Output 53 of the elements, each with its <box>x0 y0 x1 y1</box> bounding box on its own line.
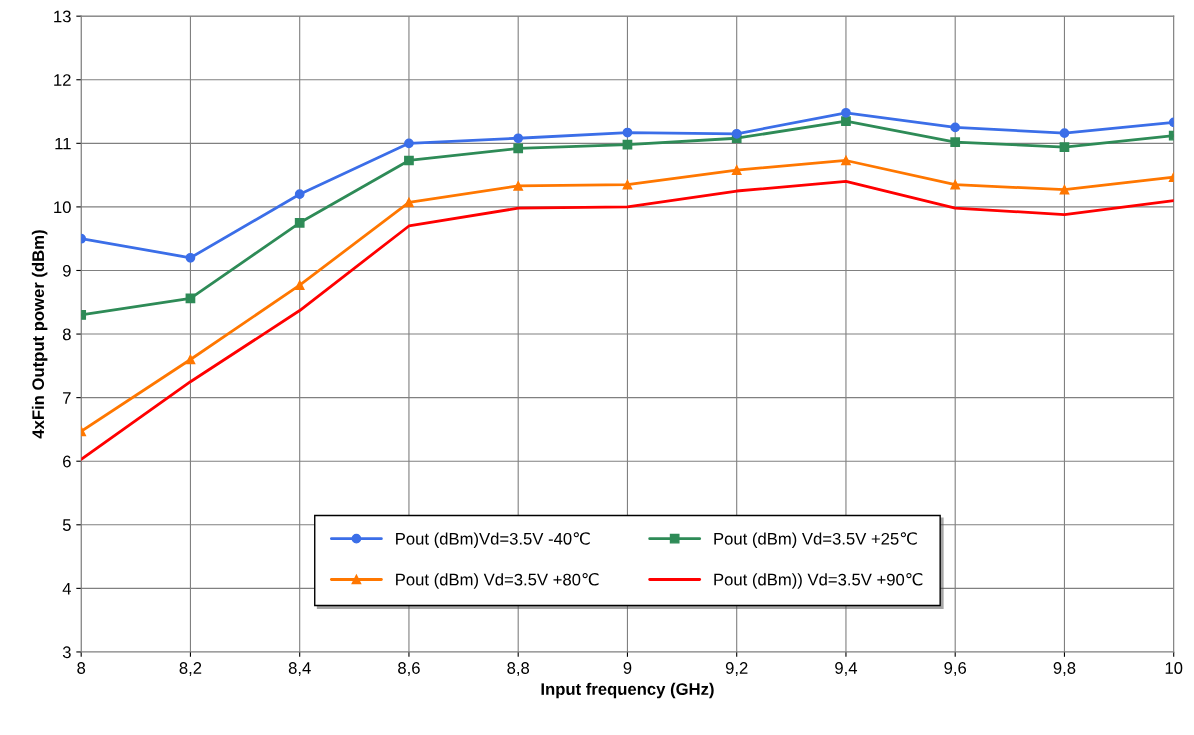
point <box>841 107 851 118</box>
point <box>185 252 196 263</box>
point <box>622 127 633 138</box>
x-tick-label: 8,4 <box>288 662 311 676</box>
x-tick-label: 9,4 <box>835 662 858 676</box>
y-tick-label: 7 <box>63 392 71 404</box>
y-axis-title: 4xFin Output power (dBm) <box>31 230 48 439</box>
point <box>294 189 305 200</box>
y-tick-label: 11 <box>55 137 71 150</box>
legend-label: Pout (dBm)Vd=3.5V -40℃ <box>396 532 590 548</box>
x-tick-label: 9,6 <box>944 662 967 676</box>
point <box>404 155 414 166</box>
line-series <box>81 180 1174 461</box>
y-tick-label: 3 <box>62 646 71 659</box>
y-tick-label: 4 <box>62 582 71 595</box>
point <box>294 280 305 290</box>
point <box>950 137 961 147</box>
point <box>1059 128 1070 139</box>
y-tick-label: 8 <box>62 328 71 341</box>
x-tick-label: 8,6 <box>398 662 420 676</box>
legend-label: Pout (dBm) Vd=3.5V +80℃ <box>396 572 599 589</box>
point <box>950 179 961 190</box>
point <box>185 354 196 365</box>
y-tick-label: 13 <box>54 10 71 23</box>
legend-label: Pout (dBm)) Vd=3.5V +90℃ <box>714 572 923 589</box>
legend-label: Pout (dBm) Vd=3.5V +25℃ <box>714 532 917 548</box>
point <box>950 122 961 133</box>
point <box>513 181 524 191</box>
x-tick-label: 9,2 <box>725 662 748 676</box>
x-tick-label: 8,2 <box>179 662 202 676</box>
point <box>294 217 305 228</box>
y-tick-label: 5 <box>62 519 71 531</box>
x-tick-label: 9 <box>623 662 632 674</box>
point <box>404 197 414 208</box>
y-tick-label: 10 <box>54 201 71 214</box>
point <box>513 143 524 154</box>
point <box>622 179 633 190</box>
x-tick-label: 8,8 <box>507 662 530 676</box>
point <box>404 138 414 149</box>
y-tick-label: 9 <box>62 264 71 277</box>
y-tick-label: 12 <box>54 74 71 86</box>
point <box>841 155 851 166</box>
point <box>1059 142 1070 153</box>
x-tick-label: 8 <box>77 662 86 674</box>
point <box>1059 184 1070 195</box>
point <box>513 133 524 144</box>
y-tick-label: 6 <box>63 455 71 468</box>
x-tick-label: 10 <box>1165 662 1183 674</box>
point <box>841 116 851 126</box>
x-tick-label: 9,8 <box>1053 662 1076 676</box>
point <box>731 165 742 175</box>
point <box>731 128 742 139</box>
x-axis-title: Input frequency (GHz) <box>541 682 714 699</box>
